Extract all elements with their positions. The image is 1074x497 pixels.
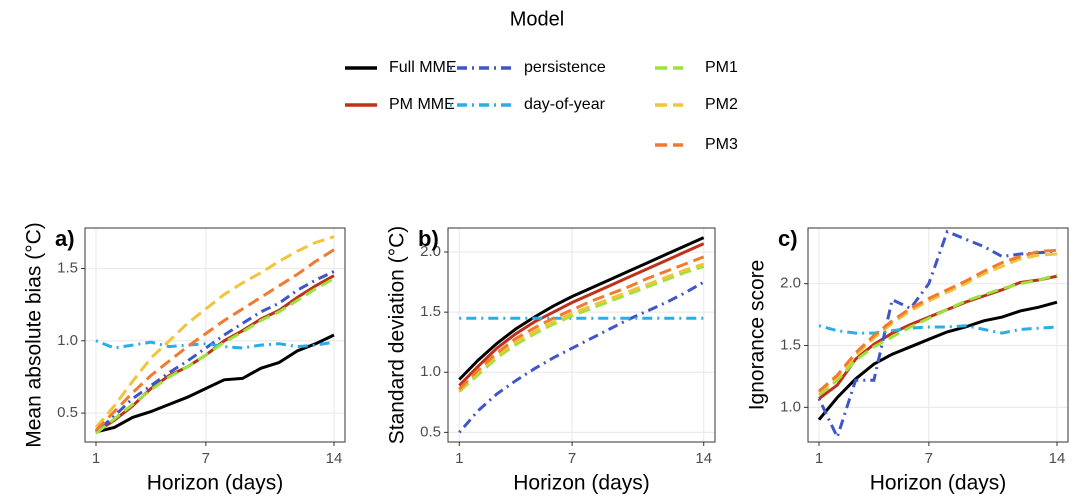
series-line	[818, 252, 1058, 394]
x-tick-label: 14	[695, 450, 712, 467]
x-tick-label: 1	[815, 450, 823, 467]
series-line	[817, 300, 1058, 421]
x-tick-label: 7	[568, 450, 576, 467]
plot-border	[84, 227, 346, 443]
legend-label: day-of-year	[524, 96, 606, 113]
plot-border	[807, 227, 1069, 443]
series-line	[458, 280, 705, 434]
x-tick-label: 7	[202, 450, 210, 467]
series-line	[95, 333, 335, 434]
panel-tag: a)	[55, 226, 75, 251]
y-axis-title: Ignorance score	[746, 260, 769, 411]
y-tick-label: 1.5	[57, 259, 78, 276]
series-line	[95, 277, 335, 435]
series-line	[95, 339, 335, 350]
series-line	[458, 265, 705, 393]
series-line	[458, 242, 705, 387]
panel-tag: c)	[778, 226, 798, 251]
x-tick-label: 7	[925, 450, 933, 467]
panel-tag: b)	[418, 226, 439, 251]
legend-label: persistence	[524, 59, 606, 76]
x-axis-title: Horizon (days)	[147, 472, 284, 495]
y-tick-label: 1.0	[780, 398, 801, 415]
y-tick-label: 1.5	[780, 336, 801, 353]
series-line	[94, 248, 335, 432]
legend-label: PM3	[705, 136, 738, 153]
legend-title: Model	[510, 8, 564, 30]
y-tick-label: 0.5	[57, 404, 78, 421]
series-line	[818, 273, 1058, 397]
legend-label: Full MME	[389, 59, 457, 76]
legend-label: PM1	[705, 59, 738, 76]
legend-label: PM2	[705, 96, 738, 113]
x-tick-label: 1	[92, 450, 100, 467]
series-line	[458, 262, 705, 392]
y-tick-label: 1.0	[420, 363, 441, 380]
y-tick-label: 0.5	[420, 423, 441, 440]
x-tick-label: 14	[326, 450, 343, 467]
series-line	[95, 270, 335, 434]
y-axis-title: Mean absolute bias (°C)	[23, 222, 46, 448]
y-axis-title: Standard deviation (°C)	[386, 226, 409, 445]
x-axis-title: Horizon (days)	[513, 472, 650, 495]
series-line	[817, 229, 1058, 442]
y-tick-label: 2.0	[780, 275, 801, 292]
x-axis-title: Horizon (days)	[870, 472, 1007, 495]
x-tick-label: 1	[455, 450, 463, 467]
x-tick-label: 14	[1049, 450, 1066, 467]
series-line	[94, 235, 335, 429]
series-line	[458, 236, 705, 381]
y-tick-label: 2.0	[420, 243, 441, 260]
y-tick-label: 1.5	[420, 303, 441, 320]
plot-border	[447, 227, 716, 443]
y-tick-label: 1.0	[57, 332, 78, 349]
plot-background	[448, 228, 715, 442]
legend-label: PM MME	[389, 96, 455, 113]
series-line	[458, 255, 705, 391]
series-line	[818, 248, 1058, 393]
series-line	[818, 324, 1058, 335]
